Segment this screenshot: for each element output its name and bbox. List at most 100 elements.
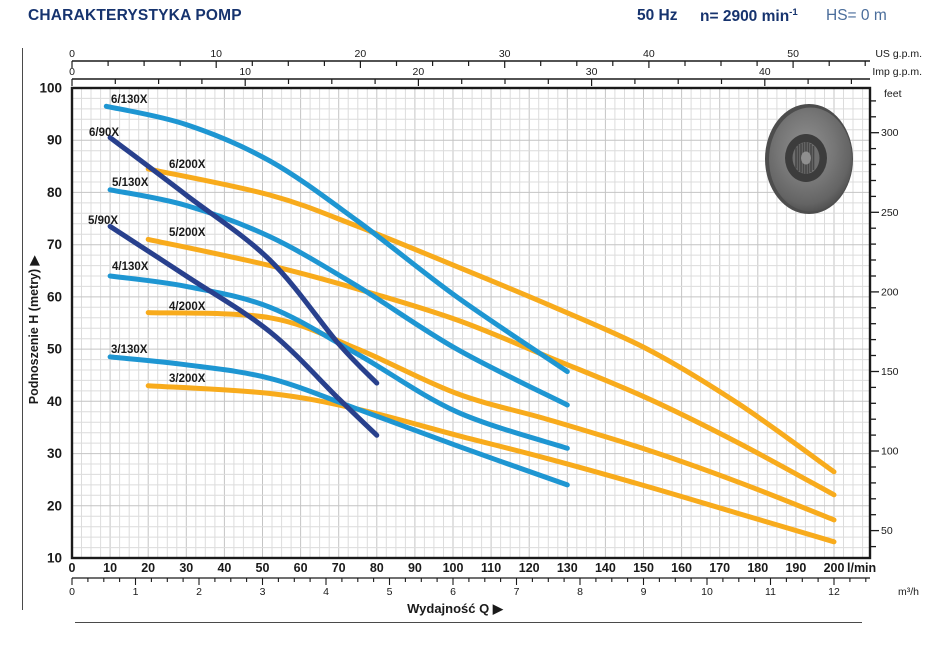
pump-curve-3-130X — [107, 354, 570, 488]
y-tick-label: 80 — [47, 185, 62, 200]
m3h-unit-label: m³/h — [898, 586, 919, 598]
lmin-tick-label: 50 — [256, 561, 270, 575]
lmin-tick-label: 0 — [69, 561, 76, 575]
suction-head-value: HS= 0 m — [826, 7, 887, 24]
lmin-tick-label: 110 — [481, 561, 501, 575]
tick-label: 0 — [69, 48, 75, 60]
imp-gpm-ruler: 0 10 20 30 40 Imp g.p.m. — [69, 66, 922, 86]
y-tick-label: 20 — [47, 498, 62, 513]
curve-label-3-200X: 3/200X — [169, 373, 206, 385]
lmin-tick-label: 20 — [141, 561, 155, 575]
lmin-tick-label: 40 — [217, 561, 231, 575]
curve-label-5-90X: 5/90X — [88, 215, 118, 227]
plot-border — [70, 86, 872, 560]
tick-label: 30 — [586, 66, 598, 78]
y-tick-label: 90 — [47, 133, 62, 148]
curve-label-5-130X: 5/130X — [112, 177, 149, 189]
pump-curve-6-200X — [145, 166, 837, 475]
feet-tick-label: 200 — [881, 286, 899, 298]
pump-curve-4-200X — [145, 310, 837, 523]
lmin-tick-label: 70 — [332, 561, 346, 575]
y-tick-label: 70 — [47, 237, 62, 252]
y-tick-label: 60 — [47, 289, 62, 304]
speed-exponent: -1 — [789, 7, 798, 18]
m3h-tick-label: 8 — [577, 586, 583, 598]
lmin-tick-label: 10 — [103, 561, 117, 575]
curve-label-5-200X: 5/200X — [169, 227, 206, 239]
pump-curve-5-200X — [145, 236, 837, 498]
lmin-tick-label: 120 — [519, 561, 540, 575]
speed-value: n= 2900 min-1 — [700, 7, 798, 26]
lmin-tick-label: 170 — [709, 561, 730, 575]
page-title: CHARAKTERYSTYKA POMP — [28, 7, 242, 24]
impeller-image — [765, 104, 853, 214]
feet-tick-label: 150 — [881, 366, 899, 378]
m3h-tick-label: 1 — [133, 586, 139, 598]
m3h-tick-label: 5 — [387, 586, 393, 598]
y-tick-label: 50 — [47, 342, 62, 357]
feet-tick-label: 250 — [881, 207, 899, 219]
lmin-tick-label: 200 — [824, 561, 845, 575]
lmin-tick-label: 180 — [747, 561, 768, 575]
m3h-tick-label: 0 — [69, 586, 75, 598]
y-axis-meters: 10 20 30 40 50 60 70 80 90 100 Podnoszenie H (metr… — [27, 81, 62, 566]
axis-unit-label: US g.p.m. — [875, 48, 922, 60]
feet-tick-label: 300 — [881, 127, 899, 139]
lmin-tick-label: 160 — [671, 561, 692, 575]
x-axis-title: Wydajność Q ▶ — [407, 601, 504, 616]
pump-curve-4-130X — [107, 273, 570, 451]
feet-scale: 50 100 150 200 250 300 feet — [870, 88, 902, 548]
chart-layers: 0 10 20 30 40 50 US g.p.m.0 10 20 30 40 Imp g.p.m.1… — [22, 48, 922, 623]
lmin-unit-label: l/min — [847, 561, 876, 575]
curve-label-6-90X: 6/90X — [89, 127, 119, 139]
lmin-tick-label: 60 — [294, 561, 308, 575]
m3h-tick-label: 9 — [641, 586, 647, 598]
x-axis-title-group: Wydajność Q ▶ — [407, 601, 504, 616]
m3h-tick-label: 2 — [196, 586, 202, 598]
lmin-tick-label: 100 — [443, 561, 464, 575]
tick-label: 40 — [759, 66, 771, 78]
tick-label: 20 — [355, 48, 367, 60]
pump-curve-5-90X — [107, 223, 380, 438]
m3h-tick-label: 7 — [514, 586, 520, 598]
lmin-tick-label: 130 — [557, 561, 578, 575]
pump-curve-3-200X — [145, 383, 837, 545]
pump-curves — [103, 103, 837, 545]
m3h-tick-label: 6 — [450, 586, 456, 598]
tick-label: 20 — [413, 66, 425, 78]
y-axis-title: Podnoszenie H (metry) ▶ — [27, 254, 41, 404]
feet-tick-label: 100 — [881, 446, 899, 458]
lmin-scale: 0 10 20 30 40 50 60 70 80 90 100 110 120 130 140 150 160… — [69, 561, 877, 575]
curve-labels: 6/200X 5/200X 4/200X 3/200X 6/130X 5/130X 4/13… — [88, 94, 206, 385]
curve-label-6-200X: 6/200X — [169, 159, 206, 171]
m3h-tick-label: 3 — [260, 586, 266, 598]
y-tick-label: 100 — [39, 81, 62, 96]
lmin-tick-label: 80 — [370, 561, 384, 575]
y-tick-label: 30 — [47, 446, 62, 461]
tick-label: 10 — [210, 48, 222, 60]
us-gpm-ruler: 0 10 20 30 40 50 US g.p.m. — [69, 48, 922, 68]
m3h-tick-label: 4 — [323, 586, 329, 598]
axis-unit-label: Imp g.p.m. — [872, 66, 922, 78]
tick-label: 0 — [69, 66, 75, 78]
curve-label-6-130X: 6/130X — [111, 94, 148, 106]
lmin-tick-label: 90 — [408, 561, 422, 575]
pump-curve-6-130X — [103, 103, 570, 375]
curve-label-4-200X: 4/200X — [169, 301, 206, 313]
pump-curve-5-130X — [107, 187, 570, 408]
frequency-value: 50 Hz — [637, 7, 678, 24]
pump-curve-6-90X — [107, 135, 380, 386]
m3h-scale: 0 1 2 3 4 5 6 7 8 9 10 11 12 m³/h — [69, 577, 919, 598]
m3h-tick-label: 11 — [765, 586, 776, 598]
feet-axis-label: feet — [884, 88, 902, 100]
page-rules — [22, 48, 862, 623]
tick-label: 10 — [239, 66, 251, 78]
feet-tick-label: 50 — [881, 525, 893, 537]
lmin-tick-label: 190 — [785, 561, 806, 575]
curve-label-4-130X: 4/130X — [112, 261, 149, 273]
lmin-tick-label: 30 — [179, 561, 193, 575]
y-tick-label: 10 — [47, 551, 62, 566]
curve-label-3-130X: 3/130X — [111, 344, 148, 356]
